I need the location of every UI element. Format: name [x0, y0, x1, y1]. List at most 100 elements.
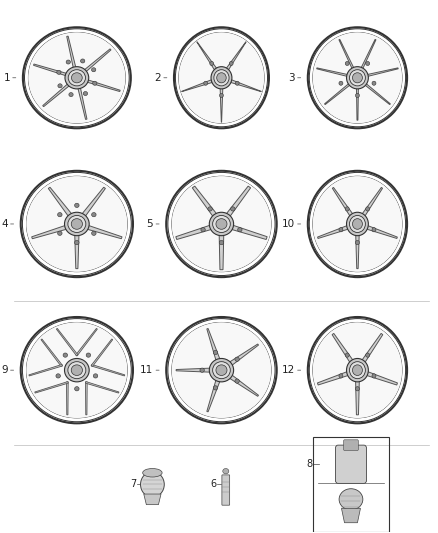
Ellipse shape [211, 67, 232, 89]
Ellipse shape [83, 92, 88, 95]
Ellipse shape [372, 228, 376, 232]
Ellipse shape [65, 67, 89, 89]
Ellipse shape [64, 212, 89, 236]
Polygon shape [362, 188, 382, 216]
Polygon shape [332, 334, 353, 363]
Polygon shape [48, 187, 72, 216]
Polygon shape [34, 64, 67, 76]
Polygon shape [35, 382, 68, 393]
Ellipse shape [68, 70, 85, 86]
Ellipse shape [353, 72, 362, 83]
Ellipse shape [366, 353, 370, 357]
Ellipse shape [366, 207, 370, 211]
Ellipse shape [213, 350, 218, 354]
Ellipse shape [200, 368, 205, 372]
Text: 7: 7 [130, 480, 136, 489]
Ellipse shape [350, 362, 365, 378]
Ellipse shape [26, 176, 127, 272]
Ellipse shape [66, 60, 71, 64]
Ellipse shape [339, 374, 343, 378]
Polygon shape [192, 186, 219, 219]
Ellipse shape [313, 322, 402, 418]
Text: 10: 10 [282, 219, 295, 229]
Ellipse shape [217, 72, 226, 83]
Ellipse shape [210, 61, 214, 66]
Ellipse shape [58, 84, 62, 88]
Ellipse shape [26, 322, 127, 418]
Polygon shape [362, 334, 383, 363]
Polygon shape [75, 235, 79, 269]
Ellipse shape [74, 203, 79, 207]
Ellipse shape [230, 61, 233, 66]
Ellipse shape [209, 359, 233, 382]
Polygon shape [220, 85, 223, 122]
Polygon shape [318, 225, 349, 238]
Polygon shape [84, 49, 111, 72]
Ellipse shape [68, 215, 86, 232]
Polygon shape [87, 80, 120, 92]
Ellipse shape [313, 176, 402, 272]
Ellipse shape [201, 228, 205, 232]
Ellipse shape [93, 81, 97, 85]
Polygon shape [228, 79, 261, 92]
Ellipse shape [372, 374, 376, 378]
Ellipse shape [313, 33, 402, 123]
FancyBboxPatch shape [336, 445, 367, 483]
Polygon shape [144, 494, 161, 505]
Text: 9: 9 [1, 365, 8, 375]
Ellipse shape [141, 472, 164, 497]
Polygon shape [207, 377, 221, 412]
Polygon shape [32, 225, 67, 239]
Polygon shape [225, 42, 246, 72]
Polygon shape [332, 188, 353, 216]
Text: 11: 11 [140, 365, 153, 375]
Ellipse shape [353, 219, 362, 229]
Ellipse shape [179, 33, 264, 123]
Ellipse shape [64, 359, 89, 382]
Polygon shape [342, 508, 360, 523]
Polygon shape [227, 344, 258, 367]
Ellipse shape [69, 93, 73, 96]
Polygon shape [82, 187, 106, 216]
Ellipse shape [235, 379, 239, 383]
Ellipse shape [57, 213, 62, 217]
Ellipse shape [63, 353, 67, 357]
Polygon shape [91, 365, 125, 376]
Ellipse shape [313, 176, 402, 272]
Polygon shape [42, 84, 70, 107]
Polygon shape [219, 232, 224, 270]
Ellipse shape [339, 489, 363, 510]
Polygon shape [366, 372, 397, 385]
Ellipse shape [92, 213, 96, 217]
FancyBboxPatch shape [344, 440, 358, 450]
Polygon shape [85, 382, 119, 393]
Text: 8: 8 [306, 459, 312, 469]
Ellipse shape [172, 176, 271, 272]
Polygon shape [29, 365, 63, 376]
Text: 2: 2 [155, 73, 161, 83]
Ellipse shape [74, 240, 79, 245]
Ellipse shape [71, 365, 82, 375]
Ellipse shape [204, 81, 208, 85]
Ellipse shape [26, 176, 127, 272]
Polygon shape [224, 186, 251, 219]
Polygon shape [227, 373, 258, 397]
Polygon shape [85, 382, 87, 415]
Ellipse shape [356, 386, 360, 391]
Ellipse shape [212, 215, 230, 232]
Ellipse shape [346, 67, 368, 89]
Polygon shape [356, 381, 359, 415]
Ellipse shape [356, 240, 360, 245]
Ellipse shape [356, 93, 360, 98]
Ellipse shape [172, 176, 271, 272]
Ellipse shape [216, 365, 227, 375]
Polygon shape [176, 224, 214, 239]
Ellipse shape [143, 469, 162, 477]
Ellipse shape [213, 386, 218, 390]
Polygon shape [357, 88, 358, 120]
Ellipse shape [92, 231, 96, 236]
Ellipse shape [345, 353, 349, 357]
Polygon shape [182, 79, 215, 92]
Ellipse shape [345, 61, 349, 66]
Ellipse shape [235, 357, 239, 361]
